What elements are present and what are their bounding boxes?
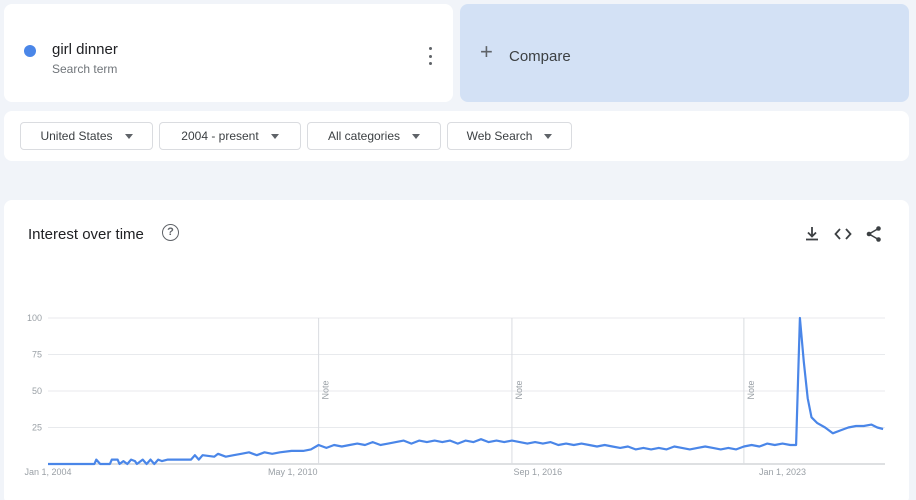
chart-title: Interest over time	[28, 226, 144, 243]
x-tick-label: Jan 1, 2023	[759, 467, 806, 477]
download-icon[interactable]	[802, 224, 822, 244]
search-term-card[interactable]: girl dinner Search term	[4, 4, 453, 102]
series-line[interactable]	[48, 316, 884, 466]
interest-over-time-card: Interest over time ? 100 75 50 25 Note Note N…	[4, 200, 909, 500]
x-tick-label: May 1, 2010	[268, 467, 318, 477]
y-tick-label: 75	[32, 350, 42, 360]
y-tick-label: 100	[27, 313, 42, 323]
caret-down-icon	[412, 133, 421, 139]
caret-down-icon	[270, 133, 279, 139]
search-type-value: Web Search	[466, 129, 533, 143]
search-term-type: Search term	[52, 62, 118, 76]
caret-down-icon	[544, 133, 553, 139]
interest-chart: 100 75 50 25 Note Note Note Jan 1, 2004 May 1,…	[24, 313, 885, 477]
note-label[interactable]: Note	[321, 380, 331, 399]
note-label[interactable]: Note	[746, 380, 756, 399]
y-tick-label: 25	[32, 423, 42, 433]
compare-label: Compare	[509, 48, 571, 65]
x-tick-label: Sep 1, 2016	[514, 467, 563, 477]
plus-icon: +	[480, 39, 493, 64]
region-dropdown[interactable]: United States	[20, 122, 153, 150]
help-icon[interactable]: ?	[162, 224, 179, 241]
caret-down-icon	[124, 133, 133, 139]
note-label[interactable]: Note	[514, 380, 524, 399]
embed-icon[interactable]	[833, 224, 853, 244]
region-value: United States	[40, 129, 113, 143]
search-term-name: girl dinner	[52, 41, 118, 58]
filters-bar: United States 2004 - present All categor…	[4, 111, 909, 161]
term-color-dot	[24, 45, 36, 57]
category-value: All categories	[327, 129, 401, 143]
category-dropdown[interactable]: All categories	[307, 122, 441, 150]
x-tick-label: Jan 1, 2004	[24, 467, 71, 477]
time-range-value: 2004 - present	[181, 129, 259, 143]
share-icon[interactable]	[864, 224, 884, 244]
more-options-icon[interactable]	[423, 47, 437, 65]
search-type-dropdown[interactable]: Web Search	[447, 122, 572, 150]
time-range-dropdown[interactable]: 2004 - present	[159, 122, 301, 150]
y-tick-label: 50	[32, 386, 42, 396]
compare-button[interactable]: + Compare	[460, 4, 909, 102]
